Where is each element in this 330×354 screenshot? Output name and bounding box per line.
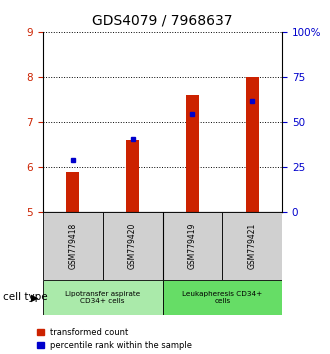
Legend: transformed count, percentile rank within the sample: transformed count, percentile rank withi… xyxy=(37,328,192,350)
Bar xyxy=(246,77,259,212)
Bar xyxy=(162,212,222,280)
Text: ▶: ▶ xyxy=(31,292,39,302)
Text: GSM779420: GSM779420 xyxy=(128,223,137,269)
Bar xyxy=(222,212,282,280)
Bar xyxy=(43,280,162,315)
Text: cell type: cell type xyxy=(3,292,48,302)
Bar xyxy=(126,140,139,212)
Bar xyxy=(186,95,199,212)
Text: GSM779419: GSM779419 xyxy=(188,223,197,269)
Title: GDS4079 / 7968637: GDS4079 / 7968637 xyxy=(92,14,233,28)
Text: GSM779421: GSM779421 xyxy=(248,223,257,269)
Bar xyxy=(66,172,80,212)
Text: Lipotransfer aspirate
CD34+ cells: Lipotransfer aspirate CD34+ cells xyxy=(65,291,140,304)
Bar xyxy=(162,280,282,315)
Text: Leukapheresis CD34+
cells: Leukapheresis CD34+ cells xyxy=(182,291,262,304)
Bar xyxy=(43,212,103,280)
Text: GSM779418: GSM779418 xyxy=(68,223,77,269)
Bar xyxy=(103,212,162,280)
